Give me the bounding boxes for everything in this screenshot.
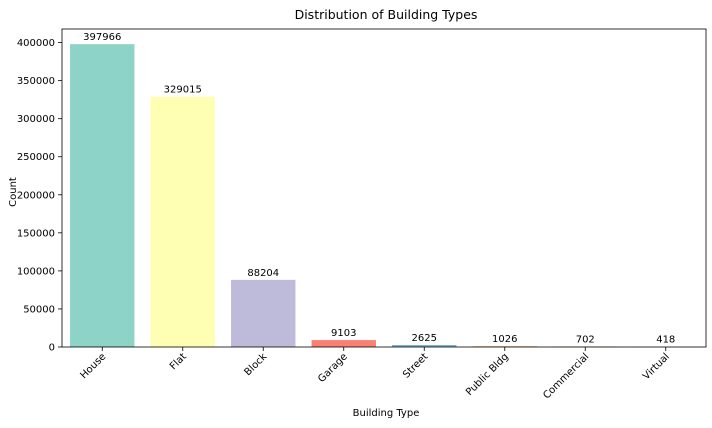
data-label: 329015 [164, 85, 202, 96]
y-tick-label: 50000 [23, 304, 55, 315]
data-label: 702 [576, 334, 595, 345]
data-label: 2625 [412, 333, 437, 344]
y-tick-label: 250000 [17, 152, 55, 163]
y-tick-label: 100000 [17, 266, 55, 277]
y-tick-label: 400000 [17, 38, 55, 49]
data-label: 418 [656, 335, 675, 346]
x-axis-label: Building Type [353, 408, 420, 419]
data-label: 1026 [492, 334, 517, 345]
bar-house [70, 44, 135, 347]
y-tick-label: 350000 [17, 76, 55, 87]
y-tick-label: 150000 [17, 228, 55, 239]
axes-frame [61, 28, 707, 348]
bar-flat [150, 96, 215, 347]
bar-block [231, 279, 296, 347]
y-axis-label: Count [8, 177, 19, 207]
bar-street [392, 345, 457, 347]
y-tick-label: 300000 [17, 114, 55, 125]
y-tick-label: 200000 [17, 190, 55, 201]
data-label: 9103 [331, 328, 356, 339]
chart-title: Distribution of Building Types [295, 7, 478, 22]
bar-garage [311, 340, 376, 347]
y-tick-label: 0 [49, 343, 55, 354]
data-label: 88204 [247, 268, 279, 279]
data-label: 397966 [83, 32, 121, 43]
